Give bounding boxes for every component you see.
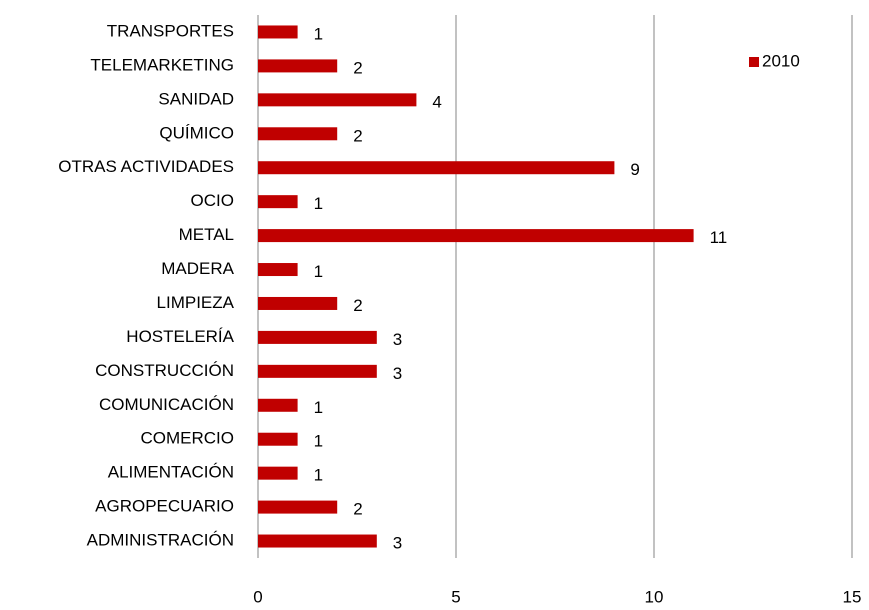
data-label: 2 bbox=[353, 296, 362, 315]
bar bbox=[258, 229, 694, 243]
y-tick-label: ADMINISTRACIÓN bbox=[87, 531, 234, 550]
bar bbox=[258, 534, 377, 548]
y-tick-label: OTRAS ACTIVIDADES bbox=[58, 157, 234, 176]
bar bbox=[258, 25, 298, 39]
data-label: 4 bbox=[432, 92, 441, 111]
y-tick-label: QUÍMICO bbox=[159, 123, 234, 142]
y-tick-label: COMERCIO bbox=[141, 429, 235, 448]
y-tick-label: COMUNICACIÓN bbox=[99, 395, 234, 414]
data-label: 1 bbox=[314, 466, 323, 485]
legend-label: 2010 bbox=[762, 51, 800, 70]
x-tick-label: 15 bbox=[843, 587, 862, 606]
x-tick-label: 10 bbox=[645, 587, 664, 606]
bar bbox=[258, 263, 298, 277]
y-tick-label: TELEMARKETING bbox=[90, 55, 234, 74]
legend-swatch bbox=[749, 57, 759, 67]
bar bbox=[258, 466, 298, 480]
y-tick-label: ALIMENTACIÓN bbox=[108, 463, 234, 482]
bar bbox=[258, 364, 377, 378]
bar bbox=[258, 161, 615, 175]
y-tick-label: LIMPIEZA bbox=[157, 293, 235, 312]
y-tick-label: MADERA bbox=[161, 259, 234, 278]
data-label: 1 bbox=[314, 194, 323, 213]
data-label: 11 bbox=[710, 228, 728, 247]
y-tick-label: SANIDAD bbox=[158, 89, 234, 108]
data-label: 1 bbox=[314, 432, 323, 451]
data-label: 1 bbox=[314, 262, 323, 281]
bar bbox=[258, 93, 417, 107]
data-label: 3 bbox=[393, 330, 402, 349]
bar bbox=[258, 330, 377, 344]
data-label: 2 bbox=[353, 126, 362, 145]
y-tick-label: AGROPECUARIO bbox=[95, 497, 234, 516]
y-tick-label: OCIO bbox=[191, 191, 234, 210]
bar bbox=[258, 127, 338, 141]
y-tick-label: METAL bbox=[179, 225, 234, 244]
bar bbox=[258, 432, 298, 446]
data-label: 1 bbox=[314, 24, 323, 43]
bar bbox=[258, 296, 338, 310]
bar bbox=[258, 398, 298, 412]
data-label: 2 bbox=[353, 58, 362, 77]
y-tick-label: CONSTRUCCIÓN bbox=[95, 361, 234, 380]
x-tick-label: 0 bbox=[253, 587, 262, 606]
x-tick-label: 5 bbox=[451, 587, 460, 606]
data-label: 2 bbox=[353, 500, 362, 519]
data-label: 1 bbox=[314, 398, 323, 417]
bar bbox=[258, 195, 298, 209]
data-label: 3 bbox=[393, 534, 402, 553]
data-label: 3 bbox=[393, 364, 402, 383]
bar bbox=[258, 59, 338, 73]
data-label: 9 bbox=[630, 160, 639, 179]
y-tick-label: TRANSPORTES bbox=[107, 21, 234, 40]
y-tick-label: HOSTELERÍA bbox=[126, 327, 234, 346]
bar bbox=[258, 500, 338, 514]
